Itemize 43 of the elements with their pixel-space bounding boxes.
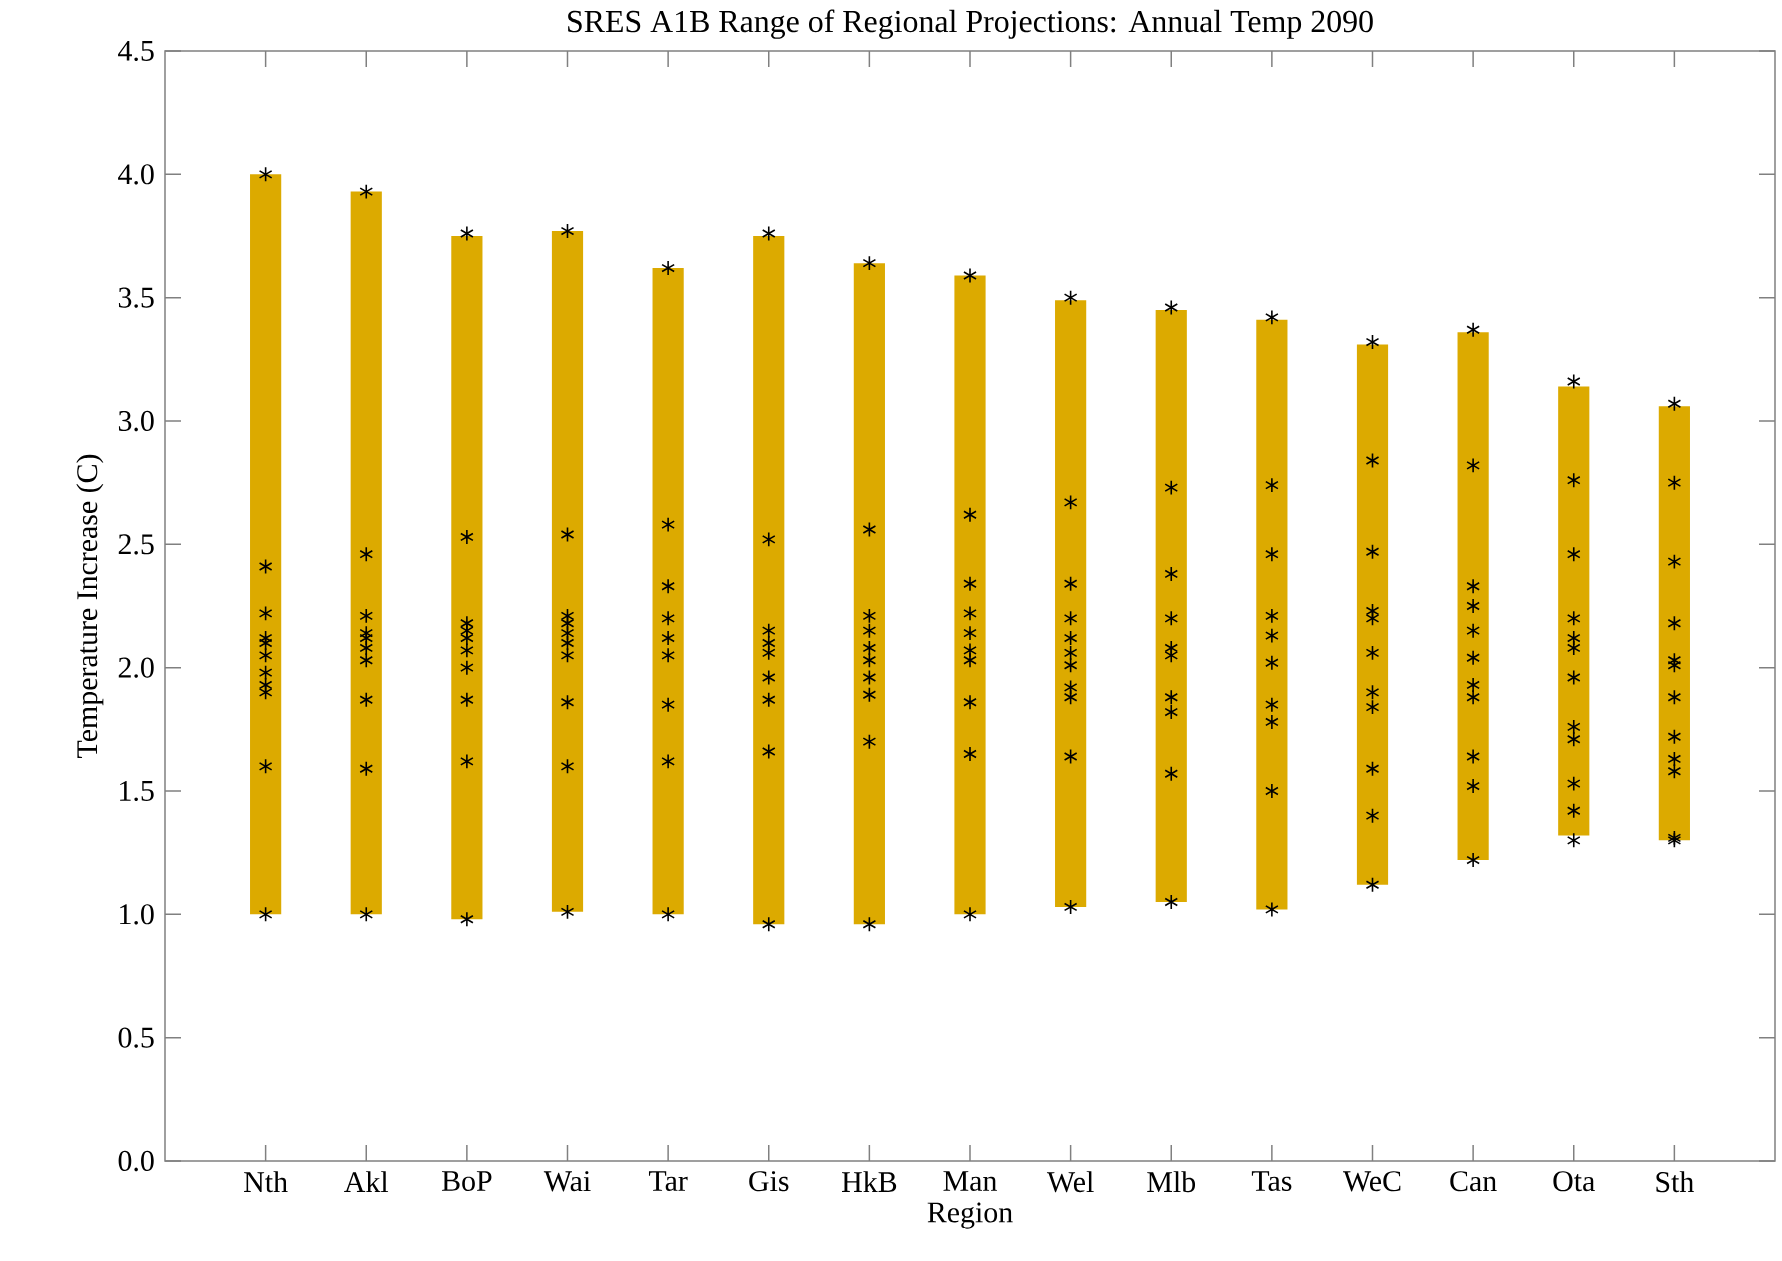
- y-tick-label: 4.5: [118, 40, 154, 62]
- bar: [1055, 300, 1087, 907]
- y-tick-label: 4.0: [118, 164, 154, 185]
- x-tick-label: Akl: [344, 1171, 389, 1192]
- x-tick-label: Ota: [1553, 1171, 1595, 1192]
- bar: [350, 191, 382, 915]
- x-tick-label: BoP: [441, 1171, 492, 1192]
- bar: [1356, 344, 1389, 885]
- bar: [1155, 310, 1187, 902]
- bar: [1658, 406, 1690, 841]
- bar: [853, 263, 885, 925]
- x-tick-label: Man: [943, 1171, 997, 1192]
- chart-title: SRES A1B Range of Regional Projections: Annual Temp 2090: [568, 9, 1373, 39]
- y-axis-title: Temperature Increase (C): [76, 454, 104, 758]
- x-tick-label: Tas: [1251, 1171, 1292, 1192]
- y-tick-label: 1.0: [120, 904, 154, 925]
- y-tick-label: 1.5: [120, 780, 154, 802]
- x-axis-title: Region: [927, 1202, 1013, 1229]
- x-tick-label: HkB: [842, 1171, 897, 1192]
- x-tick-label: WeC: [1343, 1171, 1401, 1192]
- x-tick-label: Nth: [244, 1171, 288, 1193]
- y-tick-label: 3.5: [118, 287, 154, 308]
- x-tick-label: Wel: [1046, 1171, 1094, 1193]
- x-tick-label: Gis: [749, 1171, 789, 1192]
- y-tick-label: 3.0: [118, 410, 154, 432]
- bar: [1558, 386, 1590, 836]
- x-tick-label: Mlb: [1147, 1171, 1196, 1193]
- y-tick-label: 2.5: [118, 534, 154, 555]
- bar: [451, 236, 483, 920]
- bar: [753, 236, 785, 925]
- x-tick-label: Can: [1450, 1171, 1497, 1192]
- y-tick-label: 0.0: [118, 1150, 154, 1172]
- y-tick-label: 2.0: [118, 657, 154, 678]
- bar: [1457, 332, 1489, 861]
- bar: [652, 268, 684, 915]
- x-tick-label: Tar: [648, 1171, 688, 1192]
- x-tick-label: Sth: [1656, 1171, 1694, 1193]
- bar: [551, 231, 584, 912]
- bar: [1256, 319, 1288, 910]
- y-tick-label: 0.5: [118, 1027, 154, 1048]
- bar: [250, 174, 282, 915]
- bar: [954, 275, 986, 915]
- x-tick-label: Wai: [543, 1171, 591, 1192]
